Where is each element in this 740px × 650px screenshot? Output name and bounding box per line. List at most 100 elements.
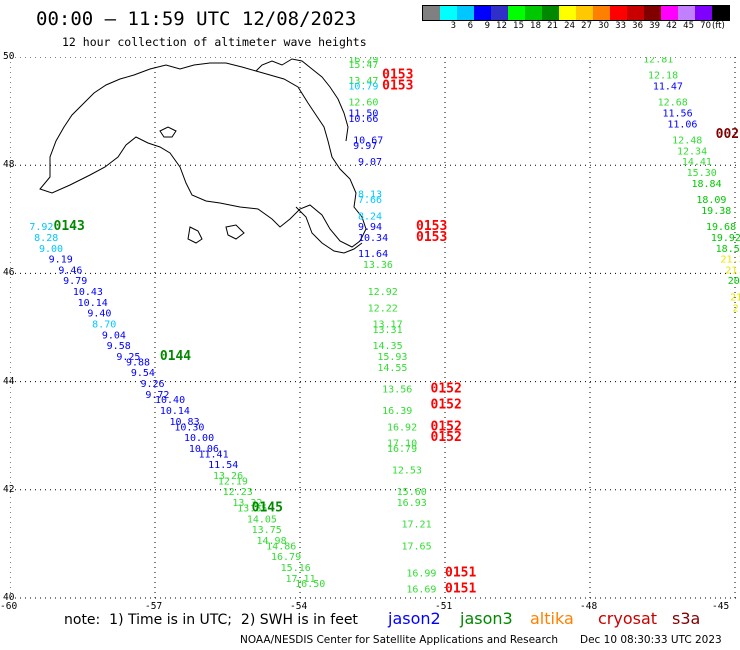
swh-label: 9.46	[58, 265, 82, 276]
swh-label: 13.56	[382, 384, 412, 395]
swh-label: 10.30	[174, 422, 204, 433]
satellite-legend-altika: altika	[530, 609, 574, 628]
pass-number-label: 0144	[160, 349, 191, 364]
satellite-legend-cryosat: cryosat	[598, 609, 658, 628]
pass-number-label: 0143	[54, 219, 85, 234]
swh-label: 7.92	[29, 222, 53, 233]
swh-label: 11.64	[358, 249, 388, 260]
color-scale-label: 9	[484, 21, 490, 31]
swh-label: 9.97	[353, 141, 377, 152]
swh-label: 11.50	[348, 109, 378, 120]
swh-label: 12.34	[677, 146, 707, 157]
color-scale-cell	[508, 6, 525, 20]
latitude-tick-label: 46	[3, 267, 15, 279]
swh-label: 12.18	[648, 71, 678, 82]
pass-number-label: 0151	[445, 565, 476, 580]
swh-label: 9.72	[145, 390, 169, 401]
color-scale-label: 27	[581, 21, 592, 31]
swh-label: 8.28	[34, 233, 58, 244]
swh-label: 16.99	[406, 568, 436, 579]
swh-label: 17.10	[387, 439, 417, 450]
color-scale-label: 6	[467, 21, 473, 31]
color-scale-cell	[525, 6, 542, 20]
swh-label: 14.98	[257, 536, 287, 547]
swh-label: 13.75	[252, 525, 282, 536]
longitude-tick-label: -45	[712, 601, 730, 612]
swh-label: 16.93	[397, 498, 427, 509]
color-scale-cell	[576, 6, 593, 20]
color-scale-cell	[474, 6, 491, 20]
color-scale-label: 12	[496, 21, 507, 31]
pass-number-label: 0151	[445, 582, 476, 597]
swh-label: 16.50	[295, 579, 325, 590]
color-scale-label: 24	[564, 21, 575, 31]
swh-label: 13.36	[363, 260, 393, 271]
swh-label: 17.11	[286, 574, 316, 585]
swh-label: 12.22	[368, 303, 398, 314]
swh-label: 13.17	[373, 320, 403, 331]
longitude-tick-label: -51	[435, 601, 453, 612]
color-scale-label: 39	[649, 21, 660, 31]
swh-label: 10.66	[348, 114, 378, 125]
color-scale-labels: 3 6 9 12 15 18 21 24 27 30 33 36 39 42 45 70 (ft)	[422, 21, 725, 33]
longitude-tick-label: -54	[290, 601, 308, 612]
color-scale-cell	[644, 6, 661, 20]
swh-label: 11.56	[663, 109, 693, 120]
swh-label: 8.24	[358, 211, 382, 222]
swh-label: 10.43	[73, 287, 103, 298]
swh-label: 9.58	[107, 341, 131, 352]
pass-number-label: 0153	[382, 78, 413, 93]
color-scale-cell	[542, 6, 559, 20]
swh-label: 11.47	[653, 81, 683, 92]
swh-label: 9.40	[87, 309, 111, 320]
color-scale-cell	[559, 6, 576, 20]
credit-text: NOAA/NESDIS Center for Satellite Applica…	[240, 634, 558, 646]
swh-label: 13.31	[373, 325, 403, 336]
swh-label: 14.86	[266, 541, 296, 552]
color-scale-label: 21	[547, 21, 558, 31]
color-scale-label: 18	[530, 21, 541, 31]
color-scale-cell	[678, 6, 695, 20]
swh-label: 15.47	[348, 60, 378, 71]
lat-lon-grid	[10, 57, 740, 601]
swh-label: 10.00	[184, 433, 214, 444]
swh-label: 9.04	[102, 330, 126, 341]
swh-label: 12.19	[218, 476, 248, 487]
longitude-tick-label: -57	[145, 601, 163, 612]
swh-label: 9.54	[131, 368, 155, 379]
longitude-tick-label: -48	[580, 601, 598, 612]
swh-label: 16.79	[271, 552, 301, 563]
swh-label: 16.92	[387, 422, 417, 433]
newfoundland-coastline	[39, 62, 367, 248]
swh-label: 13.47	[348, 76, 378, 87]
swh-label: 10.14	[160, 406, 190, 417]
color-scale-cell	[491, 6, 508, 20]
page-title: 00:00 – 11:59 UTC 12/08/2023	[36, 8, 357, 30]
color-scale-cell	[661, 6, 678, 20]
swh-label: 10.67	[353, 136, 383, 147]
swh-label: 14.05	[247, 514, 277, 525]
swh-label: 11.54	[208, 460, 238, 471]
latitude-tick-label: 42	[3, 483, 15, 495]
swh-label: 9.94	[358, 222, 382, 233]
swh-label: 10.83	[170, 417, 200, 428]
swh-label: 12.92	[368, 287, 398, 298]
swh-label: 21	[730, 292, 740, 303]
pass-number-label: 0152	[431, 398, 462, 413]
swh-label: 11.41	[199, 449, 229, 460]
color-scale-label: 36	[632, 21, 643, 31]
northern-peninsula-coastline	[255, 58, 349, 142]
note-text: note: 1) Time is in UTC; 2) SWH is in fe…	[64, 612, 358, 628]
island-coastline	[187, 226, 203, 244]
swh-label: 21.2	[725, 265, 740, 276]
swh-label: 20.	[728, 276, 740, 287]
coastline	[39, 58, 367, 254]
pass-number-label: 0152	[431, 430, 462, 445]
swh-label: 12.60	[348, 98, 378, 109]
swh-label: 7.66	[358, 195, 382, 206]
swh-label: 14.35	[373, 341, 403, 352]
pass-number-label: 0152	[431, 419, 462, 434]
color-scale-cell	[695, 6, 712, 20]
